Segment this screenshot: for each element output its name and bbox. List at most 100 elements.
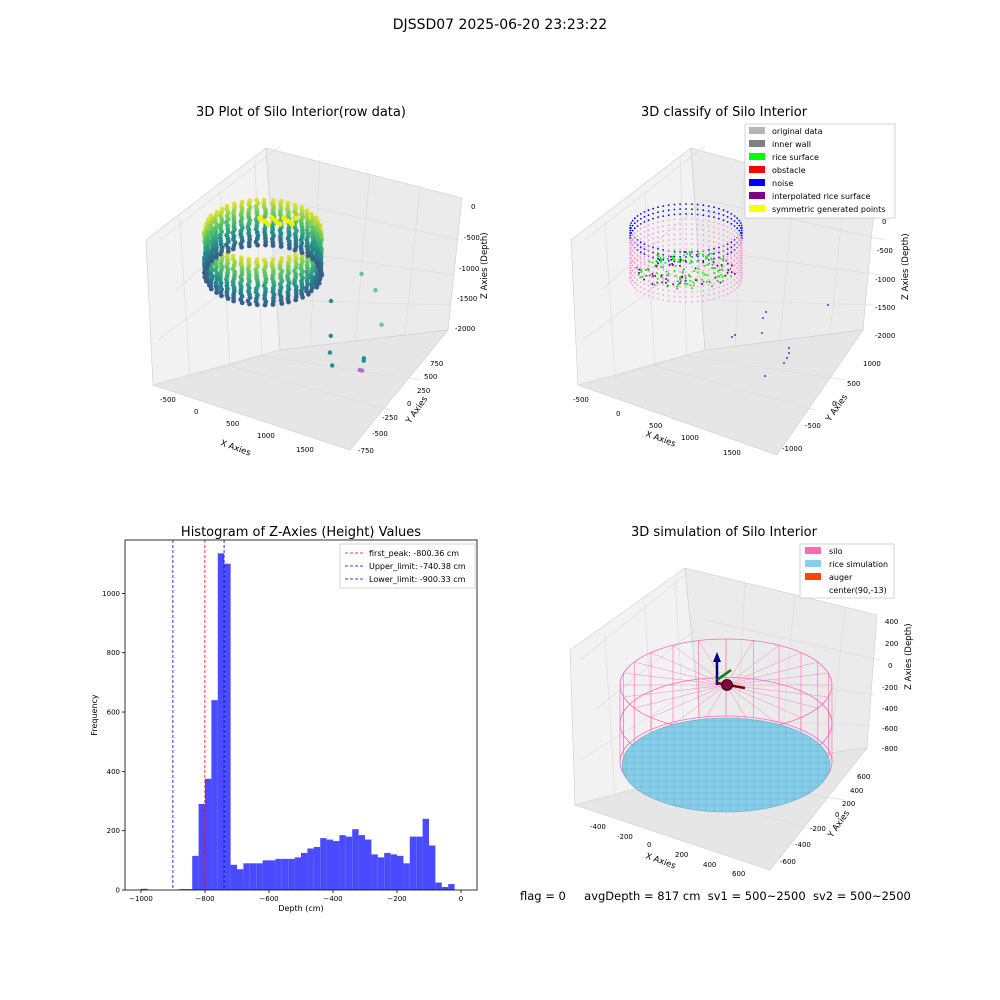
z-axis-label: Z Axies (Depth) [904, 623, 914, 690]
stray-point [379, 323, 383, 327]
legend-swatch [749, 140, 765, 147]
data-point [720, 282, 722, 284]
x-axis-label: Depth (cm) [278, 904, 323, 913]
legend-swatch [749, 192, 765, 199]
data-point [680, 280, 682, 282]
data-point [736, 272, 738, 274]
data-point [685, 286, 687, 288]
data-point [644, 261, 646, 263]
data-point [721, 264, 723, 266]
data-point [736, 242, 738, 244]
data-point [644, 288, 646, 290]
data-point [713, 253, 715, 255]
data-point [708, 262, 710, 264]
data-point [662, 255, 664, 257]
data-point [679, 223, 681, 225]
x-axis-label: X Axies [644, 429, 677, 449]
data-point [718, 213, 720, 215]
data-point [727, 253, 729, 255]
data-point [725, 260, 727, 262]
histogram-legend: first_peak: -800.36 cmUpper_limit: -740.… [340, 544, 475, 588]
x-tick: 1000 [681, 434, 699, 442]
histogram-bar [359, 835, 365, 890]
data-point [708, 299, 710, 301]
data-point [704, 265, 706, 267]
data-point [702, 270, 704, 272]
data-point [705, 256, 707, 258]
data-point [648, 259, 650, 261]
data-point [629, 270, 631, 272]
data-point [634, 257, 636, 259]
data-point [713, 283, 715, 285]
data-point [713, 256, 715, 258]
x-tick: -400 [590, 823, 606, 831]
data-point [202, 271, 207, 276]
data-point [697, 251, 699, 253]
data-point [708, 269, 710, 271]
x-tick: 0 [194, 408, 198, 416]
data-point [644, 211, 646, 213]
data-point [657, 251, 659, 253]
data-point [629, 235, 631, 237]
data-point [637, 240, 639, 242]
data-point [738, 285, 740, 287]
data-point [718, 253, 720, 255]
y-tick: 800 [107, 649, 120, 657]
z-tick: -400 [882, 705, 898, 713]
data-point [693, 270, 695, 272]
data-point [683, 268, 685, 270]
y-tick: 0 [116, 887, 120, 895]
z-tick: -200 [882, 684, 898, 692]
data-point [679, 277, 681, 279]
z-axis-label: Z Axies (Depth) [480, 232, 490, 299]
z-tick: -2000 [875, 332, 895, 340]
data-point [716, 265, 718, 267]
data-point [691, 213, 693, 215]
data-point [691, 228, 693, 230]
histogram-bar [352, 829, 358, 890]
x-tick: −800 [195, 895, 214, 903]
data-point [711, 253, 713, 255]
data-point [702, 249, 704, 251]
data-point [697, 214, 699, 216]
data-point [738, 265, 740, 267]
data-point [289, 221, 295, 227]
data-point [734, 269, 736, 271]
legend-swatch [805, 547, 821, 554]
data-point [644, 226, 646, 228]
z-tick: -500 [877, 247, 893, 255]
data-point [736, 237, 738, 239]
stray-point [359, 272, 363, 276]
z-tick: 0 [471, 203, 475, 211]
data-point [730, 256, 732, 258]
data-point [676, 286, 678, 288]
data-point [709, 281, 711, 283]
status-footer: flag = 0 avgDepth = 817 cm sv1 = 500~250… [520, 889, 911, 903]
data-point [685, 208, 687, 210]
data-point [656, 261, 658, 263]
data-point [640, 258, 642, 260]
data-point [685, 223, 687, 225]
data-point [674, 256, 676, 258]
data-point [318, 277, 323, 282]
data-point [734, 273, 736, 275]
legend-swatch [749, 166, 765, 173]
data-point [723, 239, 725, 241]
data-point [214, 290, 219, 295]
data-point [713, 211, 715, 213]
data-point [723, 224, 725, 226]
data-point [738, 240, 740, 242]
data-point [634, 232, 636, 234]
data-point [674, 229, 676, 231]
data-point [679, 265, 681, 267]
histogram-bar [378, 857, 384, 890]
histogram-bar [250, 863, 256, 890]
data-point [679, 296, 681, 298]
data-point [691, 243, 693, 245]
data-point [644, 256, 646, 258]
data-point [740, 242, 742, 244]
data-point [657, 211, 659, 213]
data-point [738, 260, 740, 262]
data-point [721, 269, 723, 271]
data-point [708, 205, 710, 207]
